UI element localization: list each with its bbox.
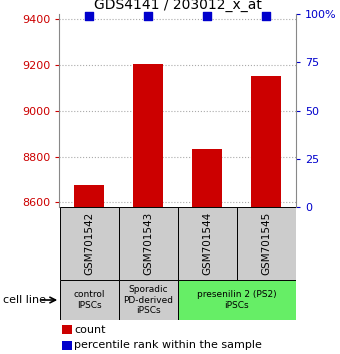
- Bar: [252, 76, 281, 207]
- Bar: [237, 207, 296, 280]
- Title: GDS4141 / 203012_x_at: GDS4141 / 203012_x_at: [94, 0, 261, 12]
- Bar: [192, 149, 222, 207]
- Point: [204, 13, 210, 19]
- Text: GSM701545: GSM701545: [261, 212, 271, 275]
- Text: percentile rank within the sample: percentile rank within the sample: [74, 340, 262, 350]
- Text: GSM701543: GSM701543: [143, 212, 153, 275]
- Bar: [178, 207, 237, 280]
- Bar: [177, 280, 296, 320]
- Bar: [74, 185, 104, 207]
- Text: count: count: [74, 325, 106, 335]
- Text: GSM701544: GSM701544: [202, 212, 212, 275]
- Bar: [133, 63, 163, 207]
- Bar: [62, 325, 72, 335]
- Point: [86, 13, 92, 19]
- Text: presenilin 2 (PS2)
iPSCs: presenilin 2 (PS2) iPSCs: [197, 290, 276, 310]
- Point: [264, 13, 269, 19]
- Text: GSM701542: GSM701542: [84, 212, 94, 275]
- Text: control
IPSCs: control IPSCs: [73, 290, 105, 310]
- Bar: [119, 280, 177, 320]
- Bar: [62, 341, 72, 350]
- Bar: [119, 207, 177, 280]
- Bar: [59, 207, 119, 280]
- Text: cell line: cell line: [3, 295, 46, 305]
- Bar: [59, 280, 119, 320]
- Text: Sporadic
PD-derived
iPSCs: Sporadic PD-derived iPSCs: [123, 285, 173, 315]
- Point: [146, 13, 151, 19]
